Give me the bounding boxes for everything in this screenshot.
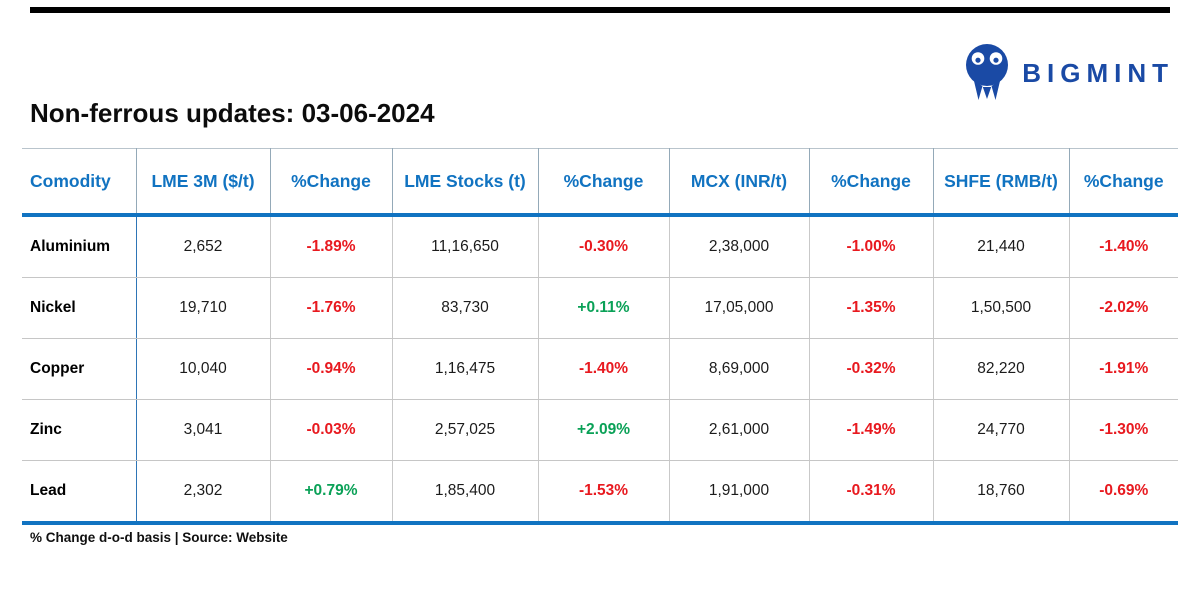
- col-header-mcx: MCX (INR/t): [669, 148, 810, 217]
- commodity-name: Copper: [22, 338, 137, 400]
- col-header-lme-3m-change: %Change: [270, 148, 393, 217]
- mcx-value: 2,61,000: [669, 399, 810, 461]
- table-row-copper: Copper 10,040 -0.94% 1,16,475 -1.40% 8,6…: [22, 338, 1178, 400]
- brand-name: BIGMINT: [1022, 57, 1174, 88]
- bigmint-monogram-icon: [966, 44, 1009, 100]
- commodity-name: Aluminium: [22, 215, 137, 278]
- shfe-change: -1.91%: [1069, 338, 1178, 400]
- lme-stocks-value: 2,57,025: [392, 399, 539, 461]
- lme-stocks-change: +2.09%: [538, 399, 670, 461]
- shfe-value: 18,760: [933, 460, 1070, 523]
- mcx-change: -0.31%: [809, 460, 934, 523]
- mcx-change: -0.32%: [809, 338, 934, 400]
- col-header-commodity: Comodity: [22, 148, 137, 217]
- lme-3m-value: 10,040: [136, 338, 271, 400]
- commodity-name: Nickel: [22, 277, 137, 339]
- lme-3m-change: +0.79%: [270, 460, 393, 523]
- lme-stocks-value: 1,85,400: [392, 460, 539, 523]
- shfe-change: -1.30%: [1069, 399, 1178, 461]
- shfe-change: -2.02%: [1069, 277, 1178, 339]
- mcx-change: -1.00%: [809, 215, 934, 278]
- shfe-value: 1,50,500: [933, 277, 1070, 339]
- lme-3m-change: -0.94%: [270, 338, 393, 400]
- col-header-lme-stocks: LME Stocks (t): [392, 148, 539, 217]
- lme-3m-value: 2,652: [136, 215, 271, 278]
- lme-stocks-change: -0.30%: [538, 215, 670, 278]
- lme-3m-value: 3,041: [136, 399, 271, 461]
- table-row-zinc: Zinc 3,041 -0.03% 2,57,025 +2.09% 2,61,0…: [22, 399, 1178, 461]
- col-header-lme-stocks-change: %Change: [538, 148, 670, 217]
- commodity-name: Lead: [22, 460, 137, 523]
- lme-3m-change: -0.03%: [270, 399, 393, 461]
- mcx-value: 17,05,000: [669, 277, 810, 339]
- lme-stocks-value: 1,16,475: [392, 338, 539, 400]
- lme-3m-change: -1.76%: [270, 277, 393, 339]
- table-row-nickel: Nickel 19,710 -1.76% 83,730 +0.11% 17,05…: [22, 277, 1178, 339]
- lme-3m-change: -1.89%: [270, 215, 393, 278]
- page-title: Non-ferrous updates: 03-06-2024: [30, 98, 435, 128]
- col-header-mcx-change: %Change: [809, 148, 934, 217]
- lme-stocks-value: 11,16,650: [392, 215, 539, 278]
- col-header-shfe-change: %Change: [1069, 148, 1178, 217]
- lme-stocks-change: -1.40%: [538, 338, 670, 400]
- top-divider-bar: [30, 7, 1170, 13]
- lme-3m-value: 19,710: [136, 277, 271, 339]
- shfe-change: -1.40%: [1069, 215, 1178, 278]
- col-header-shfe: SHFE (RMB/t): [933, 148, 1070, 217]
- mcx-change: -1.49%: [809, 399, 934, 461]
- lme-stocks-change: +0.11%: [538, 277, 670, 339]
- lme-stocks-change: -1.53%: [538, 460, 670, 523]
- table-row-aluminium: Aluminium 2,652 -1.89% 11,16,650 -0.30% …: [22, 215, 1178, 278]
- shfe-value: 24,770: [933, 399, 1070, 461]
- mcx-value: 8,69,000: [669, 338, 810, 400]
- mcx-change: -1.35%: [809, 277, 934, 339]
- commodity-name: Zinc: [22, 399, 137, 461]
- mcx-value: 2,38,000: [669, 215, 810, 278]
- shfe-change: -0.69%: [1099, 482, 1149, 499]
- lme-3m-value: 2,302: [136, 460, 271, 523]
- shfe-value: 82,220: [933, 338, 1070, 400]
- col-header-lme-3m: LME 3M ($/t): [136, 148, 271, 217]
- commodity-price-table: Comodity LME 3M ($/t) %Change LME Stocks…: [22, 148, 1178, 525]
- lme-stocks-value: 83,730: [392, 277, 539, 339]
- footnote: % Change d-o-d basis | Source: Website: [30, 530, 288, 545]
- header-row: Comodity LME 3M ($/t) %Change LME Stocks…: [22, 148, 1178, 217]
- table-row-lead: Lead 2,302 +0.79% 1,85,400 -1.53% 1,91,0…: [22, 460, 1178, 523]
- shfe-value: 21,440: [933, 215, 1070, 278]
- brand-logo: BIGMINT: [964, 44, 1174, 102]
- mcx-value: 1,91,000: [669, 460, 810, 523]
